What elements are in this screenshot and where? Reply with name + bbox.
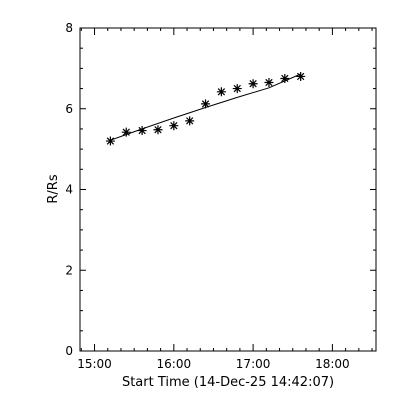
data-point — [296, 71, 306, 81]
x-tick-label: 16:00 — [157, 357, 192, 371]
x-tick-label: 17:00 — [236, 357, 271, 371]
x-tick-label: 18:00 — [315, 357, 350, 371]
data-point — [153, 125, 163, 135]
data-point — [185, 116, 195, 126]
x-axis-label: Start Time (14-Dec-25 14:42:07) — [122, 375, 334, 390]
data-point — [169, 121, 179, 131]
data-point — [137, 126, 147, 136]
y-tick-label: 6 — [65, 102, 73, 116]
y-tick-label: 4 — [65, 183, 73, 197]
data-point — [232, 84, 242, 94]
plot-frame — [79, 27, 377, 352]
data-points — [105, 71, 306, 146]
x-tick-label: 15:00 — [77, 357, 112, 371]
data-point — [216, 87, 226, 97]
x-axis-ticks: 15:00 16:00 17:00 18:00 — [77, 28, 373, 371]
data-point — [264, 78, 274, 88]
data-point — [121, 127, 131, 137]
y-axis-ticks: 0 2 4 6 8 — [65, 21, 376, 358]
y-tick-label: 2 — [65, 263, 73, 277]
data-point — [201, 99, 211, 109]
y-tick-label: 8 — [65, 21, 73, 35]
data-point — [280, 73, 290, 83]
y-axis-label: R/Rs — [46, 174, 61, 203]
data-point — [248, 79, 258, 89]
y-tick-label: 0 — [65, 344, 73, 358]
data-point — [105, 136, 115, 146]
